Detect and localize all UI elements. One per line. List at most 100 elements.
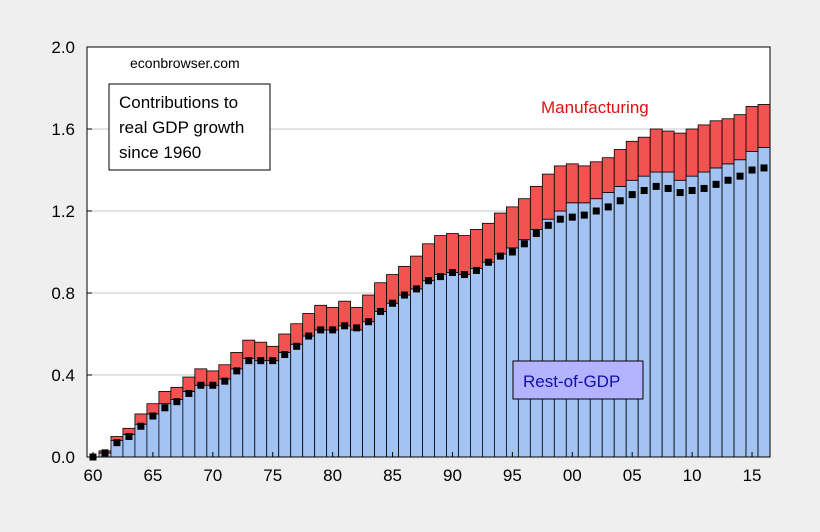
bar-rest-of-gdp	[505, 247, 519, 458]
marker-point	[628, 191, 636, 199]
bar-manufacturing	[565, 163, 579, 204]
marker-point	[700, 184, 708, 192]
x-tick-label: 85	[383, 466, 402, 485]
bar-manufacturing	[434, 235, 447, 275]
marker-point	[149, 412, 157, 420]
bar-rest-of-gdp	[625, 179, 639, 458]
bar-rest-of-gdp	[709, 167, 723, 458]
bar-manufacturing	[685, 128, 699, 177]
bar-rest-of-gdp	[685, 175, 699, 458]
bar-manufacturing	[637, 136, 651, 177]
marker-point	[532, 230, 540, 238]
marker-point	[305, 332, 313, 340]
bar-rest-of-gdp	[494, 253, 507, 458]
bar-manufacturing	[158, 390, 172, 405]
marker-point	[185, 389, 193, 397]
marker-point	[341, 322, 349, 330]
bar-rest-of-gdp	[434, 274, 447, 458]
y-axis: 0.0 0.4 0.8 1.2 1.6 2.0	[51, 38, 92, 467]
bar-rest-of-gdp	[302, 335, 316, 458]
marker-point	[173, 398, 181, 406]
bar-manufacturing	[517, 198, 531, 241]
bar-rest-of-gdp	[553, 210, 567, 458]
bar-manufacturing	[170, 386, 184, 400]
title-box-line: Contributions to	[119, 93, 238, 112]
bar-rest-of-gdp	[230, 368, 244, 458]
marker-point	[245, 357, 253, 365]
bar-rest-of-gdp	[206, 384, 220, 458]
bar-rest-of-gdp	[314, 329, 328, 458]
marker-point	[317, 326, 325, 334]
bar-rest-of-gdp	[733, 159, 747, 458]
rest-of-gdp-label: Rest-of-GDP	[523, 372, 620, 391]
bar-rest-of-gdp	[146, 413, 160, 458]
y-tick-label: 1.2	[51, 202, 75, 221]
marker-point	[568, 213, 576, 221]
marker-point	[389, 299, 397, 307]
bar-rest-of-gdp	[637, 175, 651, 458]
marker-point	[616, 197, 624, 205]
marker-point	[640, 187, 648, 194]
marker-point	[544, 221, 552, 229]
bar-manufacturing	[709, 120, 723, 169]
bar-manufacturing	[649, 128, 663, 173]
marker-point	[712, 180, 720, 188]
source-label: econbrowser.com	[130, 55, 240, 71]
bar-rest-of-gdp	[194, 384, 208, 458]
bar-rest-of-gdp	[446, 272, 459, 458]
bar-rest-of-gdp	[601, 192, 615, 458]
x-tick-label: 10	[683, 466, 702, 485]
bar-manufacturing	[673, 132, 687, 181]
bar-manufacturing	[661, 130, 675, 173]
bar-rest-of-gdp	[745, 151, 759, 458]
bar-rest-of-gdp	[565, 202, 579, 458]
marker-point	[125, 433, 133, 440]
bar-rest-of-gdp	[458, 274, 471, 458]
bar-manufacturing	[218, 364, 232, 380]
bar-rest-of-gdp	[158, 403, 172, 458]
bar-rest-of-gdp	[398, 294, 411, 458]
bar-rest-of-gdp	[338, 325, 352, 458]
marker-point	[664, 184, 672, 192]
marker-point	[137, 422, 145, 430]
bar-rest-of-gdp	[410, 288, 423, 458]
bar-manufacturing	[577, 165, 591, 204]
title-box-text: Contributions to real GDP growth since 196…	[119, 93, 244, 162]
marker-point	[760, 164, 768, 172]
bar-rest-of-gdp	[182, 390, 196, 458]
rest-of-gdp-box: Rest-of-GDP	[512, 360, 644, 400]
bar-manufacturing	[601, 157, 615, 193]
title-box: Contributions to real GDP growth since 196…	[108, 83, 271, 171]
y-tick-label: 1.6	[51, 120, 75, 139]
bar-rest-of-gdp	[721, 163, 735, 458]
marker-point	[496, 252, 504, 260]
marker-point	[197, 381, 205, 389]
bar-manufacturing	[494, 212, 507, 255]
bar-rest-of-gdp	[254, 360, 268, 458]
bar-manufacturing	[386, 274, 399, 304]
x-tick-label: 15	[743, 466, 762, 485]
marker-point	[209, 381, 217, 389]
marker-point	[101, 449, 109, 457]
bar-rest-of-gdp	[649, 171, 663, 458]
marker-point	[448, 269, 456, 276]
marker-point	[508, 248, 516, 256]
bar-manufacturing	[458, 235, 471, 275]
marker-point	[592, 207, 600, 215]
bar-manufacturing	[733, 114, 747, 161]
bar-rest-of-gdp	[218, 378, 232, 458]
bar-rest-of-gdp	[541, 218, 555, 458]
bar-manufacturing	[398, 265, 411, 296]
y-tick-label: 0.8	[51, 284, 75, 303]
bar-rest-of-gdp	[290, 343, 304, 458]
bar-rest-of-gdp	[170, 399, 184, 458]
bar-rest-of-gdp	[697, 171, 711, 458]
bar-rest-of-gdp	[613, 185, 627, 458]
marker-point	[377, 307, 385, 315]
marker-point	[520, 240, 528, 248]
marker-point	[293, 342, 301, 350]
marker-point	[676, 189, 684, 197]
marker-point	[556, 215, 564, 223]
bar-manufacturing	[230, 352, 244, 370]
